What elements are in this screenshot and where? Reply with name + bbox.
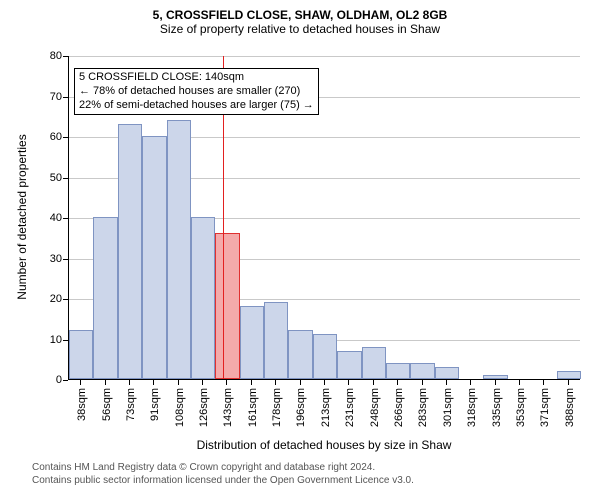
xtick-label: 178sqm — [271, 388, 283, 427]
ytick-label: 0 — [34, 374, 62, 386]
ytick-mark — [63, 340, 68, 341]
xtick-mark — [275, 380, 276, 385]
histogram-bar — [264, 302, 288, 379]
footer-line: Contains public sector information licen… — [32, 475, 414, 488]
xtick-mark — [153, 380, 154, 385]
xtick-label: 301sqm — [442, 388, 454, 427]
histogram-bar — [240, 306, 264, 379]
xtick-label: 196sqm — [296, 388, 308, 427]
x-axis-label: Distribution of detached houses by size … — [68, 438, 580, 452]
ytick-mark — [63, 137, 68, 138]
xtick-mark — [202, 380, 203, 385]
annotation-line: 22% of semi-detached houses are larger (… — [79, 99, 314, 113]
xtick-mark — [568, 380, 569, 385]
ytick-label: 80 — [34, 50, 62, 62]
xtick-label: 266sqm — [393, 388, 405, 427]
ytick-label: 70 — [34, 91, 62, 103]
annotation-line: 5 CROSSFIELD CLOSE: 140sqm — [79, 71, 314, 85]
ytick-label: 10 — [34, 334, 62, 346]
footer-attribution: Contains HM Land Registry data © Crown c… — [32, 462, 414, 487]
xtick-label: 231sqm — [344, 388, 356, 427]
xtick-label: 283sqm — [418, 388, 430, 427]
ytick-mark — [63, 259, 68, 260]
xtick-mark — [129, 380, 130, 385]
histogram-bar — [142, 136, 166, 379]
histogram-bar — [435, 367, 459, 379]
xtick-mark — [446, 380, 447, 385]
xtick-label: 353sqm — [515, 388, 527, 427]
ytick-label: 40 — [34, 212, 62, 224]
xtick-label: 318sqm — [466, 388, 478, 427]
histogram-bar — [215, 233, 239, 379]
histogram-bar — [313, 334, 337, 379]
ytick-label: 60 — [34, 131, 62, 143]
histogram-bar — [362, 347, 386, 379]
xtick-label: 73sqm — [125, 388, 137, 421]
xtick-mark — [80, 380, 81, 385]
xtick-label: 126sqm — [198, 388, 210, 427]
annotation-line: ← 78% of detached houses are smaller (27… — [79, 85, 314, 99]
xtick-mark — [251, 380, 252, 385]
xtick-mark — [543, 380, 544, 385]
xtick-mark — [226, 380, 227, 385]
histogram-bar — [557, 371, 581, 379]
histogram-bar — [69, 330, 93, 379]
xtick-label: 371sqm — [539, 388, 551, 427]
chart-subtitle: Size of property relative to detached ho… — [0, 22, 600, 36]
histogram-bar — [288, 330, 312, 379]
xtick-label: 38sqm — [76, 388, 88, 421]
xtick-mark — [324, 380, 325, 385]
ytick-label: 30 — [34, 253, 62, 265]
xtick-label: 248sqm — [369, 388, 381, 427]
xtick-mark — [397, 380, 398, 385]
gridline — [69, 56, 580, 57]
ytick-mark — [63, 97, 68, 98]
xtick-mark — [495, 380, 496, 385]
y-axis-label: Number of detached properties — [15, 117, 29, 317]
xtick-label: 213sqm — [320, 388, 332, 427]
xtick-label: 388sqm — [564, 388, 576, 427]
histogram-bar — [337, 351, 361, 379]
histogram-bar — [483, 375, 507, 379]
xtick-mark — [300, 380, 301, 385]
annotation-box: 5 CROSSFIELD CLOSE: 140sqm ← 78% of deta… — [74, 68, 319, 115]
xtick-label: 143sqm — [222, 388, 234, 427]
xtick-mark — [422, 380, 423, 385]
xtick-label: 91sqm — [149, 388, 161, 421]
histogram-bar — [118, 124, 142, 379]
ytick-label: 50 — [34, 172, 62, 184]
ytick-mark — [63, 56, 68, 57]
xtick-label: 335sqm — [491, 388, 503, 427]
xtick-mark — [519, 380, 520, 385]
xtick-mark — [373, 380, 374, 385]
histogram-bar — [167, 120, 191, 379]
footer-line: Contains HM Land Registry data © Crown c… — [32, 462, 414, 475]
histogram-bar — [386, 363, 410, 379]
ytick-mark — [63, 380, 68, 381]
xtick-label: 108sqm — [174, 388, 186, 427]
histogram-bar — [410, 363, 434, 379]
xtick-mark — [105, 380, 106, 385]
xtick-label: 56sqm — [101, 388, 113, 421]
chart-title: 5, CROSSFIELD CLOSE, SHAW, OLDHAM, OL2 8… — [0, 0, 600, 22]
histogram-bar — [191, 217, 215, 379]
xtick-mark — [348, 380, 349, 385]
histogram-bar — [93, 217, 117, 379]
ytick-mark — [63, 299, 68, 300]
ytick-mark — [63, 218, 68, 219]
ytick-mark — [63, 178, 68, 179]
xtick-mark — [470, 380, 471, 385]
xtick-mark — [178, 380, 179, 385]
xtick-label: 161sqm — [247, 388, 259, 427]
ytick-label: 20 — [34, 293, 62, 305]
